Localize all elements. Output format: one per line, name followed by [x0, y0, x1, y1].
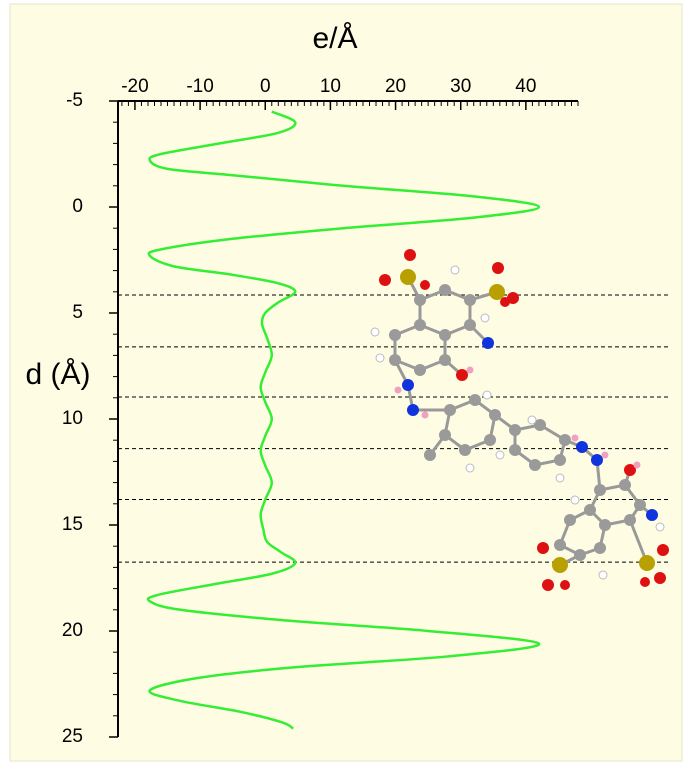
x-tick-label: 40 — [515, 76, 536, 97]
y-tick-label: 15 — [62, 514, 83, 535]
y-tick-label: 25 — [62, 726, 83, 747]
y-tick-label: 10 — [62, 408, 83, 429]
molecule — [370, 249, 669, 591]
y-tick-label: 5 — [72, 302, 83, 323]
x-tick-label: 0 — [260, 76, 271, 97]
bond — [564, 438, 602, 491]
density-curve — [146, 110, 541, 730]
bond — [393, 359, 450, 412]
x-tick-label: 10 — [320, 76, 341, 97]
x-tick-label: -10 — [186, 76, 213, 97]
x-tick-label: 30 — [450, 76, 471, 97]
y-tick-label: 20 — [62, 620, 83, 641]
x-axis-label: e/Å — [312, 22, 357, 55]
y-tick-label: -5 — [66, 90, 83, 111]
y-axis-label: d (Å) — [25, 358, 90, 391]
background — [9, 3, 683, 762]
x-tick-label: -20 — [121, 76, 148, 97]
y-tick-label: 0 — [72, 196, 83, 217]
x-tick-label: 20 — [385, 76, 406, 97]
